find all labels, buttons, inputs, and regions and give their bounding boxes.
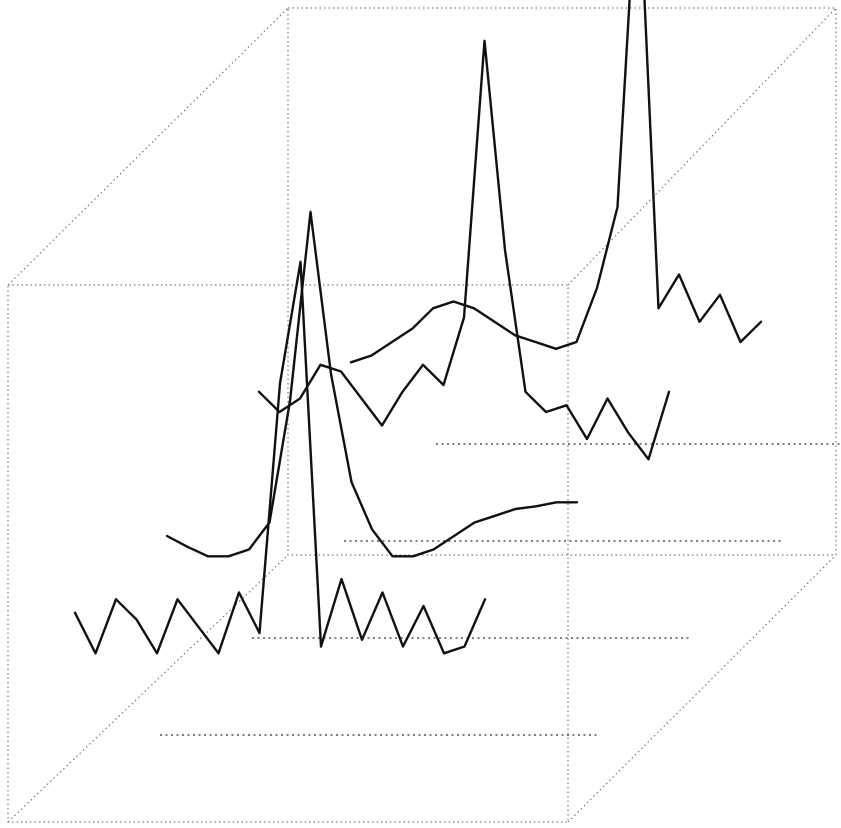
- edge-top-right: [567, 7, 837, 286]
- plot-box: [7, 7, 837, 823]
- baselines: [160, 443, 841, 736]
- edge-bottom-right: [567, 554, 837, 823]
- series-line-4: [349, 0, 763, 364]
- series-line-3: [257, 39, 671, 461]
- edge-top-left: [7, 7, 289, 286]
- back-face: [287, 7, 837, 556]
- edge-bottom-left: [7, 554, 289, 823]
- series-line-2: [165, 210, 579, 558]
- series-line-1: [73, 260, 487, 655]
- front-face: [7, 284, 569, 823]
- traces: [73, 0, 763, 655]
